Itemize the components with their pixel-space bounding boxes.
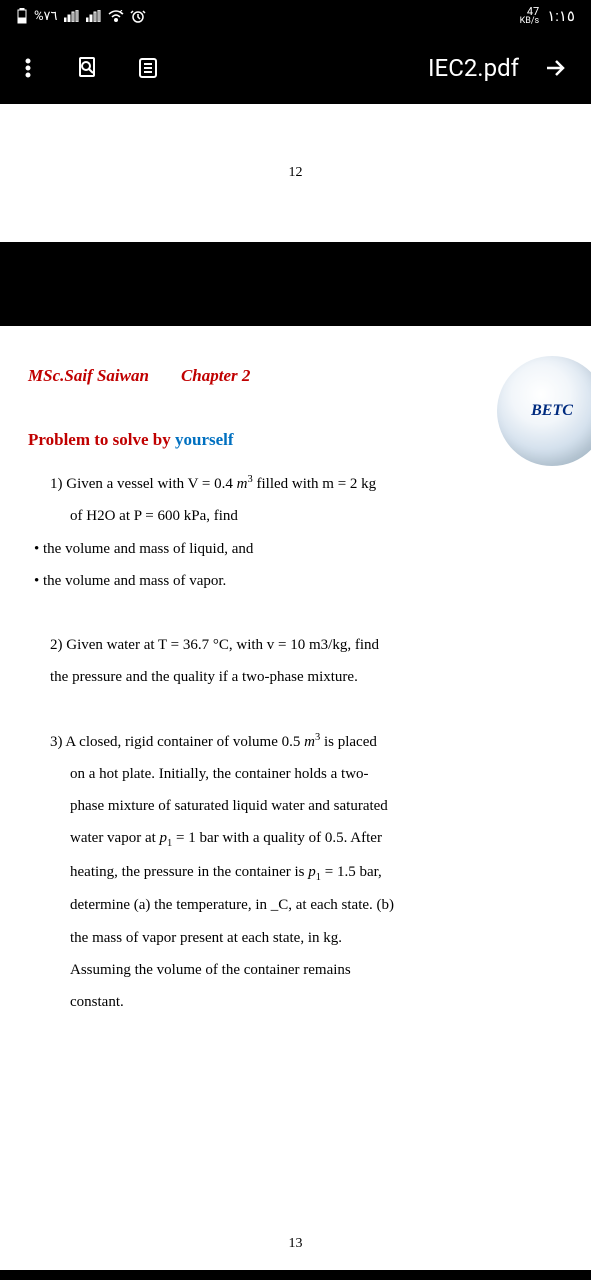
wifi-icon: [108, 10, 124, 22]
p1-b1: • the volume and mass of liquid, and: [28, 533, 563, 565]
section-title-blue: yourself: [175, 430, 234, 449]
problem-2: 2) Given water at T = 36.7 °C, with v = …: [28, 629, 563, 694]
page-top-fragment: 12: [0, 104, 591, 242]
document-title: IEC2.pdf: [168, 54, 535, 82]
betc-label: BETC: [531, 402, 573, 420]
more-vert-icon: [18, 58, 38, 78]
page-content: MSc.Saif Saiwan Chapter 2 BETC Problem t…: [0, 326, 591, 1270]
p1-l1a: 1) Given a vessel with V = 0.4: [50, 476, 237, 492]
signal-icon-1: [64, 10, 80, 22]
status-time: ١:١٥: [547, 7, 575, 25]
p1-b2: • the volume and mass of vapor.: [28, 565, 563, 597]
p3-d-a: water vapor at: [70, 830, 160, 846]
p3-g: the mass of vapor present at each state,…: [28, 922, 563, 954]
app-header: IEC2.pdf: [0, 32, 591, 104]
page-num-bottom: 13: [0, 1236, 591, 1252]
battery-percent: %٧٦: [34, 9, 58, 24]
problem-1: 1) Given a vessel with V = 0.4 m3 filled…: [28, 468, 563, 597]
p3-h: Assuming the volume of the container rem…: [28, 954, 563, 986]
alarm-icon: [130, 8, 146, 24]
p2-a: 2) Given water at T = 36.7 °C, with v = …: [28, 629, 563, 661]
page-gap: [0, 242, 591, 326]
p3-e-a: heating, the pressure in the container i…: [70, 864, 308, 880]
p1-l2: of H2O at P = 600 kPa, find: [28, 500, 563, 532]
p3-f: determine (a) the temperature, in _C, at…: [28, 889, 563, 921]
p3-i: constant.: [28, 986, 563, 1018]
p1-l1b: filled with m = 2 kg: [253, 476, 376, 492]
arrow-right-icon: [542, 55, 568, 81]
document-viewport[interactable]: 12 MSc.Saif Saiwan Chapter 2 BETC Proble…: [0, 104, 591, 1280]
search-doc-icon: [75, 55, 101, 81]
p3-e-b: = 1.5 bar,: [321, 864, 382, 880]
p3-b: on a hot plate. Initially, the container…: [28, 758, 563, 790]
signal-icon-2: [86, 10, 102, 22]
outline-icon: [136, 56, 160, 80]
back-button[interactable]: [535, 48, 575, 88]
p3-c: phase mixture of saturated liquid water …: [28, 790, 563, 822]
more-button[interactable]: [8, 48, 48, 88]
battery-icon: [16, 8, 28, 24]
p3-d-b: = 1 bar with a quality of 0.5. After: [172, 830, 382, 846]
section-title-red: Problem to solve by: [28, 430, 171, 449]
kbs-label: KB/s: [520, 17, 540, 26]
p2-b: the pressure and the quality if a two-ph…: [28, 661, 563, 693]
p3-a: 3) A closed, rigid container of volume 0…: [50, 734, 304, 750]
status-left: %٧٦: [16, 8, 146, 24]
section-title: Problem to solve by yourself: [28, 430, 563, 450]
status-bar: %٧٦ 47 KB/s ١:١٥: [0, 0, 591, 32]
p3-ab: is placed: [320, 734, 377, 750]
problem-3: 3) A closed, rigid container of volume 0…: [28, 726, 563, 1019]
author-name: MSc.Saif Saiwan: [28, 366, 149, 386]
search-button[interactable]: [68, 48, 108, 88]
chapter-label: Chapter 2: [181, 366, 250, 386]
page-num-top: 12: [289, 165, 303, 181]
outline-button[interactable]: [128, 48, 168, 88]
status-right: 47 KB/s ١:١٥: [520, 6, 575, 26]
